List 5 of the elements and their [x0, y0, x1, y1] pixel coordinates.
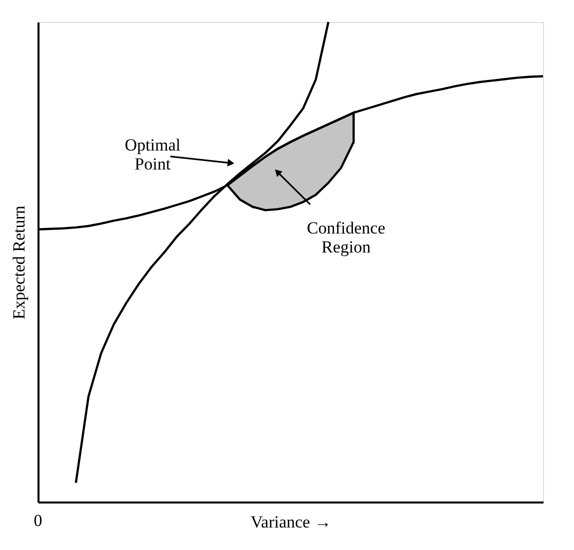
y-axis-title: Expected Return [10, 205, 28, 320]
x-axis-title: Variance → [250, 512, 332, 532]
text: 0 [34, 511, 42, 530]
annotation: Optimal Point [124, 135, 181, 174]
annotation: Confidence Region [306, 218, 386, 256]
